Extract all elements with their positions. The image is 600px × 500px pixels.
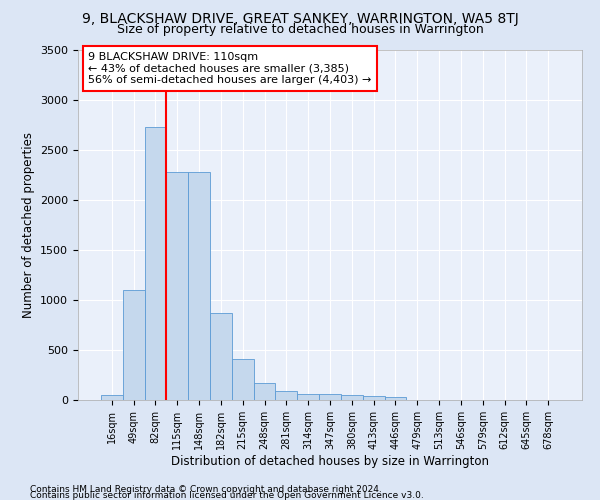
Bar <box>166 172 188 400</box>
Bar <box>385 397 406 400</box>
Bar <box>210 313 232 400</box>
Bar <box>123 290 145 400</box>
Bar <box>145 127 166 400</box>
Bar <box>341 394 363 400</box>
Text: Contains public sector information licensed under the Open Government Licence v3: Contains public sector information licen… <box>30 491 424 500</box>
Bar <box>363 396 385 400</box>
Bar <box>101 394 123 400</box>
Bar <box>232 358 254 400</box>
Text: Size of property relative to detached houses in Warrington: Size of property relative to detached ho… <box>116 22 484 36</box>
Bar <box>188 172 210 400</box>
Bar <box>297 394 319 400</box>
Text: Contains HM Land Registry data © Crown copyright and database right 2024.: Contains HM Land Registry data © Crown c… <box>30 485 382 494</box>
Bar <box>275 390 297 400</box>
Y-axis label: Number of detached properties: Number of detached properties <box>22 132 35 318</box>
Bar <box>319 394 341 400</box>
Bar <box>254 382 275 400</box>
Text: 9, BLACKSHAW DRIVE, GREAT SANKEY, WARRINGTON, WA5 8TJ: 9, BLACKSHAW DRIVE, GREAT SANKEY, WARRIN… <box>82 12 518 26</box>
Text: 9 BLACKSHAW DRIVE: 110sqm
← 43% of detached houses are smaller (3,385)
56% of se: 9 BLACKSHAW DRIVE: 110sqm ← 43% of detac… <box>88 52 371 85</box>
X-axis label: Distribution of detached houses by size in Warrington: Distribution of detached houses by size … <box>171 454 489 468</box>
